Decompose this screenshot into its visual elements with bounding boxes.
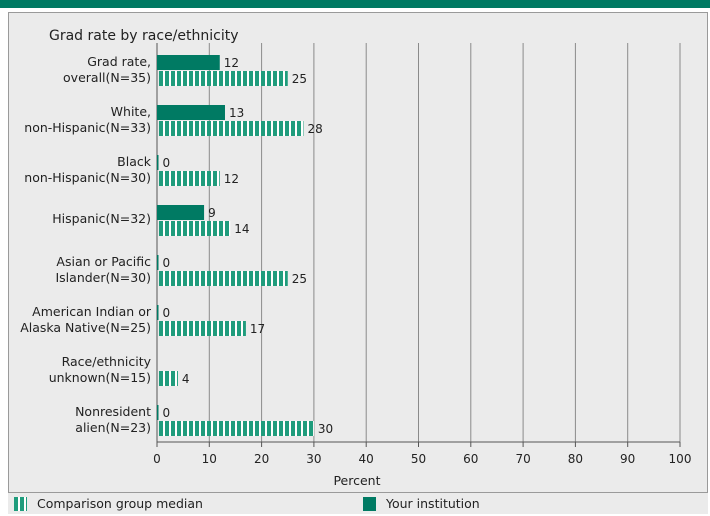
bar-comparison [159,171,220,186]
value-label-comparison: 30 [318,422,333,436]
bar-comparison [159,221,231,236]
bar-institution [157,205,205,220]
bar-institution [157,305,159,320]
bar-comparison [159,321,246,336]
solid-swatch-icon [363,496,376,511]
value-label-comparison: 17 [250,322,265,336]
category-label-line: White, [111,104,151,119]
value-label-institution: 0 [163,306,171,320]
value-label-institution: 0 [163,406,171,420]
tick-label: 0 [153,452,161,466]
bar-comparison [159,71,288,86]
tick-label: 90 [620,452,635,466]
legend-item-institution: Your institution [363,496,480,511]
category-label: Hispanic(N=32) [52,211,151,226]
category-label: White, non-Hispanic(N=33) [24,104,151,135]
x-axis-ticks: 0 10 20 30 40 50 60 70 80 90 100 [153,442,691,466]
bar-comparison [159,271,288,286]
legend-label-comparison: Comparison group median [37,496,203,511]
tick-label: 50 [411,452,426,466]
category-label-line: Asian or Pacific [56,254,151,269]
chart-svg: Grad rate by race/ethnicity 12 25 13 28 0 12 9… [20,28,691,488]
striped-swatch-icon [14,496,27,511]
value-label-institution: 9 [208,206,216,220]
category-label-line: unknown(N=15) [49,370,151,385]
legend-item-comparison: Comparison group median [14,496,203,511]
category-label-line: Hispanic(N=32) [52,211,151,226]
tick-label: 100 [669,452,692,466]
category-label: American Indian or Alaska Native(N=25) [20,304,152,335]
value-label-institution: 0 [163,256,171,270]
legend-label-institution: Your institution [386,496,480,511]
bar-institution [157,155,159,170]
tick-label: 60 [463,452,478,466]
category-label-line: non-Hispanic(N=33) [24,120,151,135]
bar-institution [157,55,220,70]
tick-label: 20 [254,452,269,466]
category-label: Black non-Hispanic(N=30) [24,154,151,185]
value-label-comparison: 4 [182,372,190,386]
category-label: Nonresident alien(N=23) [75,404,151,435]
category-label-line: Black [117,154,152,169]
value-label-comparison: 12 [224,172,239,186]
value-label-comparison: 25 [292,272,307,286]
bar-institution [157,105,225,120]
category-label: Asian or Pacific Islander(N=30) [55,254,151,285]
top-accent-band [0,0,710,8]
bar-institution [157,405,159,420]
category-label: Grad rate, overall(N=35) [63,54,151,85]
tick-label: 70 [515,452,530,466]
chart-title: Grad rate by race/ethnicity [49,28,239,44]
category-label-line: American Indian or [32,304,152,319]
value-label-comparison: 25 [292,72,307,86]
category-label-line: Race/ethnicity [62,354,152,369]
tick-label: 10 [202,452,217,466]
category-label-line: overall(N=35) [63,70,151,85]
category-label-line: Grad rate, [87,54,151,69]
chart-frame: Grad rate by race/ethnicity 12 25 13 28 0 12 9… [8,12,708,514]
bars: 12 25 13 28 0 12 9 14 0 25 0 17 4 0 30 [157,55,333,436]
bar-comparison [159,121,304,136]
tick-label: 40 [359,452,374,466]
category-labels: Grad rate, overall(N=35)White, non-Hispani… [20,54,152,435]
bar-comparison [159,371,178,386]
category-label-line: Nonresident [75,404,151,419]
category-label-line: Islander(N=30) [55,270,151,285]
value-label-institution: 0 [163,156,171,170]
x-axis-title: Percent [333,473,380,488]
category-label-line: non-Hispanic(N=30) [24,170,151,185]
value-label-comparison: 28 [307,122,322,136]
value-label-institution: 13 [229,106,244,120]
tick-label: 80 [568,452,583,466]
bar-comparison [159,421,314,436]
value-label-comparison: 14 [234,222,249,236]
category-label-line: alien(N=23) [75,420,151,435]
bar-institution [157,255,159,270]
category-label: Race/ethnicity unknown(N=15) [49,354,152,385]
grid-lines [156,43,681,443]
tick-label: 30 [306,452,321,466]
value-label-institution: 12 [224,56,239,70]
legend: Comparison group median Your institution [8,492,708,514]
category-label-line: Alaska Native(N=25) [20,320,151,335]
